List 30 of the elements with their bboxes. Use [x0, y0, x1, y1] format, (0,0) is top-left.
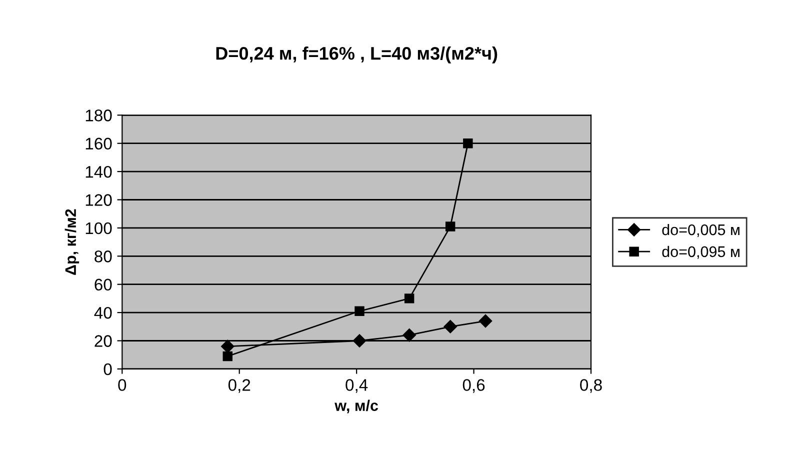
- y-tick-label: 0: [104, 363, 112, 376]
- x-tick-label: 0,2: [228, 379, 250, 393]
- point: [463, 138, 473, 148]
- y-tick-label: 160: [86, 138, 112, 150]
- x-tick-label: 0: [118, 379, 126, 391]
- legend-label: do=0,095 м: [662, 246, 740, 259]
- point: [444, 320, 457, 334]
- point: [404, 294, 414, 304]
- x-axis-title: w, м/с: [334, 400, 378, 414]
- y-tick-label: 140: [86, 166, 112, 178]
- point: [352, 334, 366, 348]
- point: [445, 222, 456, 232]
- x-tick-label: 0,8: [580, 379, 602, 393]
- x-tick-label: 0,6: [462, 379, 485, 393]
- point: [222, 351, 232, 362]
- point: [221, 340, 234, 353]
- point: [402, 328, 416, 342]
- legend-label: do=0,005 м: [662, 224, 740, 238]
- point: [354, 306, 364, 316]
- y-tick-label: 100: [86, 222, 112, 234]
- point: [478, 314, 492, 328]
- y-axis-title: Δp, кг/м2: [64, 209, 80, 275]
- y-tick-label: 20: [94, 335, 112, 347]
- y-tick-label: 180: [86, 110, 112, 122]
- chart-title: D=0,24 м, f=16% , L=40 м3/(м2*ч): [216, 46, 498, 64]
- y-tick-label: 80: [94, 250, 112, 262]
- y-tick-label: 120: [86, 194, 112, 206]
- x-tick-label: 0,4: [346, 379, 368, 393]
- y-tick-label: 60: [94, 278, 112, 291]
- y-tick-label: 40: [94, 306, 112, 319]
